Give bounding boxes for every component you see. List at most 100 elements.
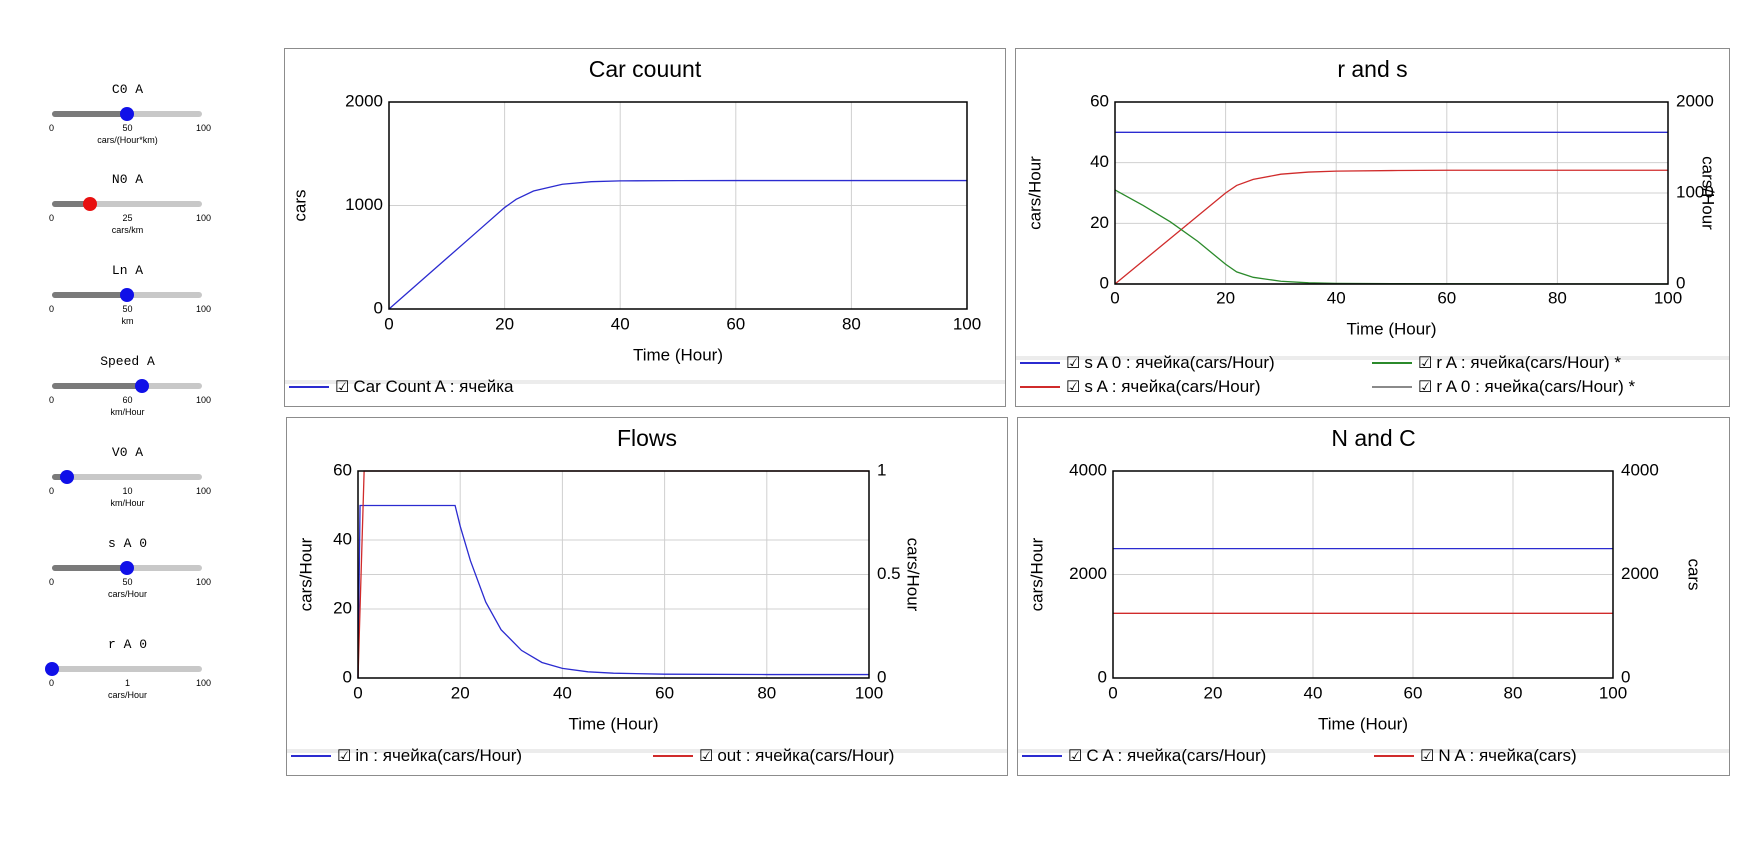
slider-track[interactable] xyxy=(52,470,202,484)
legend-checkbox-icon[interactable]: ☑ xyxy=(1418,379,1433,396)
x-tick-label: 0 xyxy=(384,314,393,333)
slider-min: 0 xyxy=(49,486,55,496)
slider-knob[interactable] xyxy=(60,470,74,484)
y-tick-label: 4000 xyxy=(1069,460,1107,479)
chart-title: Car couunt xyxy=(589,56,702,82)
x-tick-label: 80 xyxy=(842,314,861,333)
y-right-axis-label: cars/Hour xyxy=(904,538,923,612)
series-line-2 xyxy=(1114,189,1669,285)
slider-unit: km xyxy=(121,316,134,326)
slider-max: 100 xyxy=(195,486,211,496)
slider-track[interactable] xyxy=(52,288,202,302)
x-tick-label: 40 xyxy=(1327,288,1346,307)
legend-item[interactable]: ☑ r A 0 : ячейка(cars/Hour) * xyxy=(1372,377,1635,397)
slider-label: V0 A xyxy=(111,445,144,460)
slider-fill xyxy=(52,111,127,117)
slider-min: 0 xyxy=(49,577,55,587)
legend-label: in : ячейка(cars/Hour) xyxy=(355,746,523,765)
slider-1[interactable]: N0 A 0 25 100 cars/km xyxy=(40,172,215,252)
legend-item[interactable]: ☑ r A : ячейка(cars/Hour) * xyxy=(1372,353,1621,373)
slider-ticks: 0 50 100 xyxy=(40,304,215,316)
legend-item[interactable]: ☑ Car Count A : ячейка xyxy=(289,377,513,397)
slider-0[interactable]: C0 A 0 50 100 cars/(Hour*km) xyxy=(40,82,215,162)
y-right-axis-label: cars/Hour xyxy=(1699,156,1718,230)
legend-separator xyxy=(285,380,1005,384)
legend-label: r A : ячейка(cars/Hour) * xyxy=(1436,353,1621,372)
legend-item[interactable]: ☑ N A : ячейка(cars) xyxy=(1374,746,1577,766)
slider-unit: cars/km xyxy=(111,225,144,235)
legend-item[interactable]: ☑ C A : ячейка(cars/Hour) xyxy=(1022,746,1266,766)
slider-label: C0 A xyxy=(111,82,144,97)
plot-frame xyxy=(1112,470,1614,679)
legend-checkbox-icon[interactable]: ☑ xyxy=(337,748,352,765)
slider-unit: km/Hour xyxy=(110,498,145,508)
x-tick-label: 0 xyxy=(1108,683,1117,702)
legend-checkbox-icon[interactable]: ☑ xyxy=(1420,748,1435,765)
legend-label: r A 0 : ячейка(cars/Hour) * xyxy=(1436,377,1636,396)
x-tick-label: 100 xyxy=(953,314,981,333)
slider-knob[interactable] xyxy=(82,197,97,211)
slider-knob[interactable] xyxy=(120,288,134,302)
slider-track[interactable] xyxy=(52,197,202,211)
slider-6[interactable]: r A 0 0 1 100 cars/Hour xyxy=(40,637,215,717)
slider-knob[interactable] xyxy=(45,662,59,676)
slider-max: 100 xyxy=(195,678,211,688)
slider-knob[interactable] xyxy=(120,107,134,121)
slider-2[interactable]: Ln A 0 50 100 km xyxy=(40,263,215,343)
legend-item[interactable]: ☑ s A 0 : ячейка(cars/Hour) xyxy=(1020,353,1275,373)
legend-swatch xyxy=(1020,362,1060,364)
y-tick-label: 2000 xyxy=(345,91,383,110)
slider-label: r A 0 xyxy=(107,637,147,652)
legend-checkbox-icon[interactable]: ☑ xyxy=(335,379,350,396)
y-right-tick-label: 0 xyxy=(1621,667,1630,686)
x-tick-label: 60 xyxy=(655,683,674,702)
slider-min: 0 xyxy=(49,678,55,688)
slider-label: N0 A xyxy=(111,172,144,187)
y-right-tick-label: 2000 xyxy=(1621,564,1659,583)
y-right-tick-label: 0 xyxy=(1676,273,1685,292)
slider-5[interactable]: s A 0 0 50 100 cars/Hour xyxy=(40,536,215,616)
legend-item[interactable]: ☑ out : ячейка(cars/Hour) xyxy=(653,746,894,766)
slider-track[interactable] xyxy=(45,662,202,676)
plot-frame xyxy=(388,101,968,310)
slider-fill xyxy=(52,292,127,298)
slider-value: 1 xyxy=(124,678,130,688)
legend-checkbox-icon[interactable]: ☑ xyxy=(699,748,714,765)
legend-item[interactable]: ☑ s A : ячейка(cars/Hour) xyxy=(1020,377,1261,397)
y-tick-label: 1000 xyxy=(345,195,383,214)
legend-swatch xyxy=(1022,755,1062,757)
y-axis-label: cars/Hour xyxy=(1025,156,1044,230)
y-right-axis-label: cars xyxy=(1685,558,1704,590)
x-tick-label: 20 xyxy=(451,683,470,702)
slider-4[interactable]: V0 A 0 10 100 km/Hour xyxy=(40,445,215,525)
legend-swatch xyxy=(289,386,329,388)
legend-checkbox-icon[interactable]: ☑ xyxy=(1418,355,1433,372)
legend-checkbox-icon[interactable]: ☑ xyxy=(1066,379,1081,396)
slider-track[interactable] xyxy=(52,561,202,575)
y-tick-label: 20 xyxy=(1090,213,1109,232)
slider-ticks: 0 25 100 xyxy=(40,213,215,225)
slider-max: 100 xyxy=(195,213,211,223)
slider-3[interactable]: Speed A 0 60 100 km/Hour xyxy=(40,354,215,434)
slider-label: Ln A xyxy=(111,263,144,278)
x-axis-label: Time (Hour) xyxy=(1346,319,1436,338)
legend-checkbox-icon[interactable]: ☑ xyxy=(1066,355,1081,372)
x-tick-label: 0 xyxy=(353,683,362,702)
y-tick-label: 0 xyxy=(374,298,383,317)
legend-item[interactable]: ☑ in : ячейка(cars/Hour) xyxy=(291,746,522,766)
legend-checkbox-icon[interactable]: ☑ xyxy=(1068,748,1083,765)
chart-panel-n-and-c: N and C 0 20 40 60 80 100 0 2000 4000 0 2000 4000 Tim… xyxy=(1017,417,1730,776)
x-tick-label: 60 xyxy=(1404,683,1423,702)
slider-track[interactable] xyxy=(52,107,202,121)
slider-unit: cars/Hour xyxy=(107,690,147,700)
chart-title: N and C xyxy=(1331,425,1415,451)
slider-max: 100 xyxy=(195,304,211,314)
slider-knob[interactable] xyxy=(135,379,149,393)
plot-frame xyxy=(1114,101,1669,285)
x-tick-label: 0 xyxy=(1110,288,1119,307)
slider-knob[interactable] xyxy=(120,561,134,575)
y-tick-label: 0 xyxy=(1098,667,1107,686)
slider-track[interactable] xyxy=(52,379,202,393)
legend-label: C A : ячейка(cars/Hour) xyxy=(1086,746,1267,765)
